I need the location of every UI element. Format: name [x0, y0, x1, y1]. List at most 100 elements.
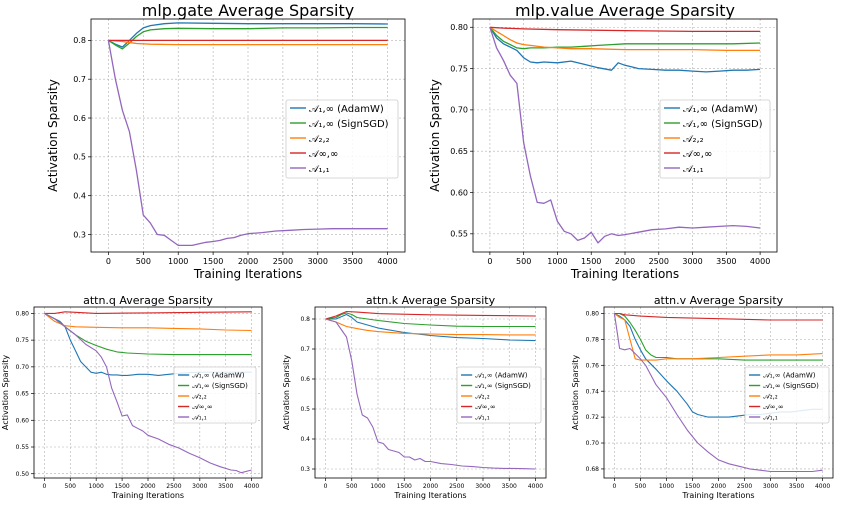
x-tick-label: 2500 [737, 483, 752, 490]
x-tick-label: 1000 [547, 257, 567, 266]
legend-entry: 𝒜₁,₁ [309, 164, 330, 175]
legend-entry: 𝒜₁,₁ [683, 164, 704, 175]
x-tick-label: 1500 [203, 257, 223, 266]
legend-box [659, 99, 771, 179]
legend-entry: 𝒜₂,₂ [192, 393, 207, 401]
chart-title: attn.k Average Sparsity [366, 294, 496, 307]
y-tick-label: 0.80 [16, 311, 30, 318]
y-tick-label: 0.5 [300, 406, 310, 413]
legend-entry: 𝒜₂,₂ [309, 134, 330, 145]
legend-entry: 𝒜₂,₂ [475, 393, 490, 401]
y-tick-label: 0.72 [586, 414, 600, 421]
x-tick-label: 3500 [218, 483, 233, 490]
legend: 𝒜₁,∞ (AdamW) 𝒜₁,∞ (SignSGD) 𝒜₂,₂ 𝒜∞,∞ 𝒜₁,₁ [744, 366, 830, 424]
x-tick-label: 1000 [370, 483, 385, 490]
y-tick-label: 0.65 [450, 147, 468, 156]
chart-panel-3: 0 500 1000 1500 2000 2500 3000 3500 4000 0.3 0.4 0.… [282, 294, 547, 500]
x-tick-label: 1500 [685, 483, 700, 490]
x-axis-label: Training Iterations [193, 267, 302, 281]
legend-entry: 𝒜₁,₁ [763, 414, 778, 422]
y-tick-label: 0.7 [73, 75, 86, 84]
x-axis-label: Training Iterations [570, 267, 679, 281]
x-tick-label: 2500 [166, 483, 181, 490]
legend-entry: 𝒜₁,∞ (AdamW) [192, 372, 245, 380]
legend: 𝒜₁,∞ (AdamW) 𝒜₁,∞ (SignSGD) 𝒜₂,₂ 𝒜∞,∞ 𝒜₁,₁ [659, 99, 771, 179]
y-tick-label: 0.3 [300, 466, 310, 473]
series-line-0 [108, 22, 388, 48]
series-line-1 [614, 312, 823, 361]
x-axis-label: Training Iterations [111, 491, 184, 500]
legend-entry: 𝒜₁,∞ (SignSGD) [763, 382, 819, 390]
x-tick-label: 4000 [815, 483, 830, 490]
series-line-4 [44, 312, 252, 474]
series-line-2 [325, 318, 536, 336]
legend-entry: 𝒜₁,₁ [475, 414, 490, 422]
x-tick-label: 1000 [168, 257, 188, 266]
legend-entry: 𝒜₁,∞ (AdamW) [309, 104, 384, 115]
y-tick-label: 0.65 [16, 391, 30, 398]
y-tick-label: 0.78 [586, 336, 600, 343]
y-tick-label: 0.55 [450, 230, 468, 239]
legend-entry: 𝒜∞,∞ [309, 149, 338, 160]
y-axis-label: Activation Sparsity [1, 355, 10, 430]
series-line-4 [613, 313, 823, 473]
legend-entry: 𝒜₂,₂ [683, 134, 704, 145]
y-tick-label: 0.75 [16, 337, 30, 344]
y-tick-label: 0.70 [586, 440, 600, 447]
series-line-3 [44, 311, 252, 314]
x-tick-label: 2500 [649, 257, 669, 266]
x-tick-label: 2500 [449, 483, 464, 490]
legend-entry: 𝒜₂,₂ [763, 393, 778, 401]
x-tick-label: 1000 [89, 483, 104, 490]
legend-entry: 𝒜₁,₁ [192, 414, 207, 422]
x-tick-label: 3500 [716, 257, 736, 266]
y-tick-label: 0.7 [300, 346, 310, 353]
x-tick-label: 3500 [342, 257, 362, 266]
x-tick-label: 3000 [682, 257, 702, 266]
x-tick-label: 500 [136, 257, 151, 266]
y-axis-label: Activation Sparsity [46, 79, 60, 192]
x-tick-label: 2000 [140, 483, 155, 490]
series-line-0 [325, 313, 536, 342]
y-tick-label: 0.4 [73, 191, 86, 200]
legend-box [173, 366, 257, 424]
series-line-1 [108, 26, 388, 50]
x-tick-label: 0 [487, 257, 492, 266]
x-tick-label: 500 [346, 483, 358, 490]
x-tick-label: 2000 [423, 483, 438, 490]
x-axis-label: Training Iterations [681, 491, 754, 500]
series-line-3 [489, 26, 761, 33]
legend-entry: 𝒜₁,∞ (AdamW) [475, 372, 528, 380]
legend: 𝒜₁,∞ (AdamW) 𝒜₁,∞ (SignSGD) 𝒜₂,₂ 𝒜∞,∞ 𝒜₁,₁ [456, 366, 542, 424]
y-tick-label: 0.60 [16, 417, 30, 424]
x-tick-label: 4000 [750, 257, 770, 266]
x-tick-label: 3500 [789, 483, 804, 490]
x-tick-label: 1500 [397, 483, 412, 490]
x-tick-label: 1500 [581, 257, 601, 266]
y-tick-label: 0.55 [16, 444, 30, 451]
y-tick-label: 0.76 [586, 362, 600, 369]
x-tick-label: 3000 [192, 483, 207, 490]
legend-entry: 𝒜₁,∞ (SignSGD) [475, 382, 531, 390]
x-tick-label: 1500 [114, 483, 129, 490]
y-tick-label: 0.60 [450, 188, 468, 197]
chart-title: attn.q Average Sparsity [83, 294, 213, 307]
legend-entry: 𝒜∞,∞ [763, 403, 784, 411]
x-tick-label: 3500 [502, 483, 517, 490]
y-tick-label: 0.50 [16, 471, 30, 478]
series-line-3 [325, 310, 536, 320]
y-axis-label: Activation Sparsity [571, 355, 580, 430]
y-tick-label: 0.5 [73, 153, 86, 162]
series-line-2 [108, 39, 388, 46]
x-tick-label: 1000 [659, 483, 674, 490]
series-line-0 [489, 26, 761, 73]
x-tick-label: 4000 [528, 483, 543, 490]
chart-title: mlp.value Average Sparsity [515, 1, 735, 20]
x-tick-label: 0 [42, 483, 46, 490]
y-tick-label: 0.3 [73, 230, 86, 239]
x-tick-label: 2000 [615, 257, 635, 266]
y-tick-label: 0.74 [586, 388, 600, 395]
legend-box [285, 99, 399, 179]
legend-entry: 𝒜₁,∞ (SignSGD) [309, 119, 389, 130]
legend: 𝒜₁,∞ (AdamW) 𝒜₁,∞ (SignSGD) 𝒜₂,₂ 𝒜∞,∞ 𝒜₁,₁ [285, 99, 399, 179]
